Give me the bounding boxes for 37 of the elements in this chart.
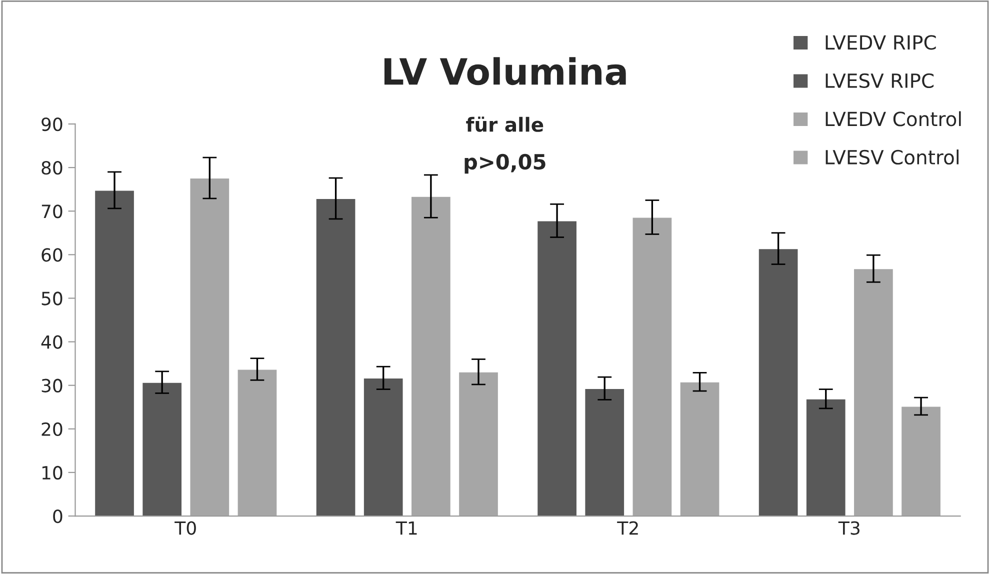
bar (584, 388, 626, 516)
y-tick-label: 30 (42, 378, 62, 392)
bar (189, 177, 230, 516)
bar (410, 196, 452, 516)
y-tick-label: 50 (42, 292, 62, 306)
bar (852, 268, 894, 516)
bar (236, 368, 278, 516)
y-tick-label: 0 (53, 509, 62, 524)
x-tick-label: T2 (617, 521, 638, 535)
bar (142, 382, 183, 516)
y-tick-label: 70 (42, 204, 62, 218)
legend-label: LVESV Control (826, 150, 958, 165)
x-tick-label: T0 (174, 521, 196, 535)
bar (458, 371, 500, 516)
y-tick-label: 10 (42, 466, 62, 480)
bar (315, 198, 356, 516)
bar (805, 398, 846, 516)
bar (900, 406, 942, 516)
bar (679, 381, 720, 516)
y-tick-label: 80 (42, 161, 62, 175)
y-tick-label: 20 (42, 422, 62, 436)
legend-label: LVEDV Control (826, 111, 961, 126)
bar (632, 216, 673, 516)
y-tick-label: 60 (42, 248, 62, 262)
chart-subtitle: für alle (466, 116, 544, 132)
bar (758, 248, 799, 516)
legend-label: LVEDV RIPC (826, 35, 936, 50)
x-tick-label: T3 (838, 521, 860, 535)
legend-label: LVESV RIPC (826, 73, 934, 88)
bar (536, 220, 578, 516)
x-tick-label: T1 (396, 521, 417, 535)
bar (362, 377, 404, 516)
y-tick-label: 90 (42, 117, 62, 132)
chart-title: LV Volumina (384, 57, 626, 86)
bar (94, 190, 136, 516)
annotation: p>0,05 (464, 154, 546, 174)
y-tick-label: 40 (41, 335, 62, 349)
